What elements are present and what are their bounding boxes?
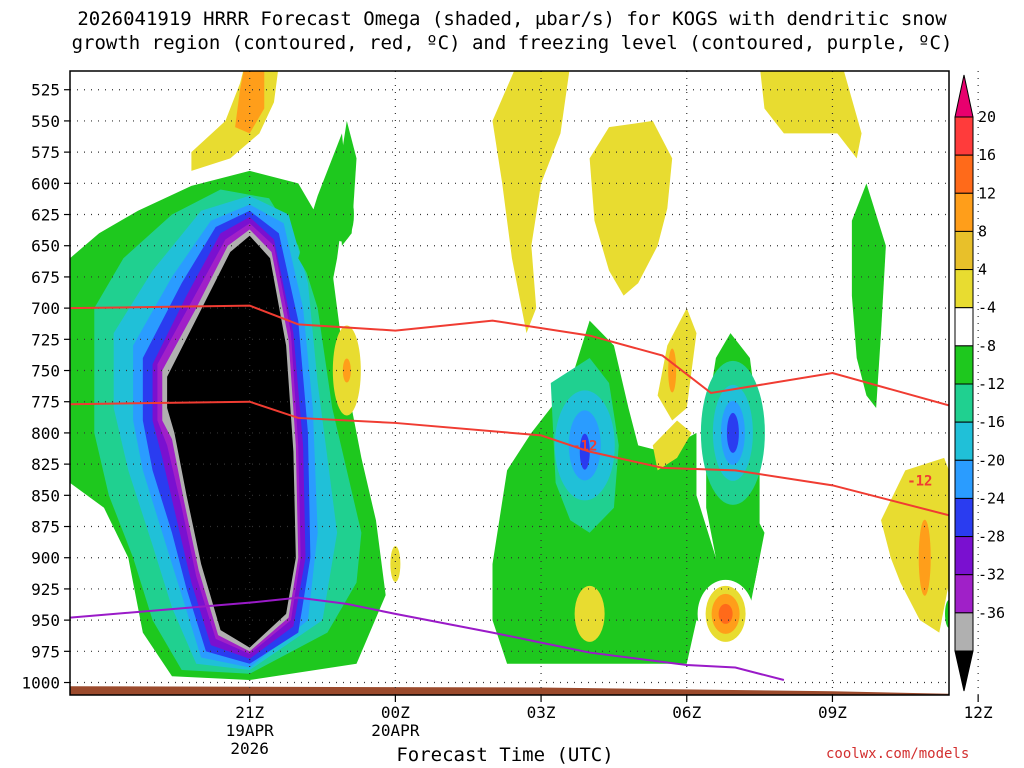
colorbar-bottom-triangle xyxy=(954,650,974,692)
dgz-contour-line xyxy=(70,304,949,407)
y-tick-label: 925 xyxy=(31,580,60,599)
y-tick-label: 600 xyxy=(31,174,60,193)
y-tick-label: 650 xyxy=(31,237,60,256)
x-axis-label: Forecast Time (UTC) xyxy=(396,744,614,766)
y-tick-label: 950 xyxy=(31,611,60,630)
colorbar-tick-label: -20 xyxy=(978,451,1005,469)
y-tick-label: 525 xyxy=(31,81,60,100)
omega-small-ascent xyxy=(329,187,354,242)
y-tick-label: 875 xyxy=(31,518,60,537)
colorbar-tick-label: -4 xyxy=(978,299,996,317)
colorbar-segment xyxy=(954,536,974,576)
credit-link[interactable]: coolwx.com/models xyxy=(826,746,970,762)
colorbar-tick-label: 20 xyxy=(978,108,996,126)
x-tick-label: 20APR xyxy=(371,721,420,740)
colorbar-segment xyxy=(954,612,974,652)
colorbar-segment xyxy=(954,421,974,461)
omega-upper-subsidence xyxy=(760,71,862,159)
colorbar-tick-label: -36 xyxy=(978,604,1005,622)
dgz-contour-label: -12 xyxy=(572,438,597,454)
x-tick-label: 19APR xyxy=(226,721,275,740)
x-tick-label: 2026 xyxy=(230,739,269,758)
x-tick-label: 03Z xyxy=(527,703,556,722)
omega-ascent-03z xyxy=(579,433,590,470)
x-tick-label: 00Z xyxy=(381,703,410,722)
y-tick-label: 550 xyxy=(31,112,60,131)
y-tick-label: 700 xyxy=(31,299,60,318)
colorbar-segment xyxy=(954,192,974,232)
colorbar-segment xyxy=(954,116,974,156)
omega-main-ascent-core xyxy=(167,235,296,648)
x-tick-label: 06Z xyxy=(672,703,701,722)
omega-mid-subsidence xyxy=(657,308,697,421)
colorbar-tick-label: -8 xyxy=(978,337,996,355)
colorbar-tick-label: -12 xyxy=(978,375,1005,393)
omega-upper-subsidence xyxy=(492,71,570,334)
y-tick-label: 625 xyxy=(31,206,60,225)
omega-main-ascent-shade xyxy=(298,133,347,309)
x-tick-label: 21Z xyxy=(235,703,264,722)
colorbar-segment xyxy=(954,154,974,194)
colorbar-tick-label: 4 xyxy=(978,261,987,279)
y-tick-label: 725 xyxy=(31,330,60,349)
y-tick-label: 675 xyxy=(31,268,60,287)
colorbar-tick-label: -32 xyxy=(978,566,1005,584)
omega-upper-subsidence xyxy=(191,71,279,171)
omega-upper-subsidence xyxy=(589,120,673,296)
colorbar-segment xyxy=(954,383,974,423)
pressure-axis: 525 550 575 600 625 650 675 700 725 750 775 800 825 8… xyxy=(21,81,70,693)
terrain xyxy=(70,686,949,695)
y-tick-label: 575 xyxy=(31,143,60,162)
plot-frame xyxy=(69,70,950,696)
omega-small-ascent xyxy=(945,599,949,628)
y-tick-label: 850 xyxy=(31,486,60,505)
y-tick-label: 975 xyxy=(31,642,60,661)
colorbar-segment xyxy=(954,230,974,271)
chart-title-line2: growth region (contoured, red, ºC) and f… xyxy=(71,32,953,54)
colorbar-segment xyxy=(954,345,974,385)
dgz-contour-label: -12 xyxy=(907,473,932,489)
colorbar-tick-label: 12 xyxy=(978,184,996,202)
y-tick-label: 750 xyxy=(31,362,60,381)
colorbar-tick-label: 8 xyxy=(978,222,987,240)
omega-ascent-07z xyxy=(726,412,739,453)
y-tick-label: 775 xyxy=(31,393,60,412)
omega-low-subsidence xyxy=(574,585,605,642)
omega-colorbar: 20 16 12 8 4 -4 -8 -12 -16 -20 -24 -28 -32 -36 xyxy=(954,74,1005,692)
y-tick-label: 900 xyxy=(31,549,60,568)
omega-mid-subsidence xyxy=(390,545,401,582)
dgz-contour-line xyxy=(70,400,949,517)
y-tick-label: 800 xyxy=(31,424,60,443)
x-tick-label: 09Z xyxy=(818,703,847,722)
colorbar-segment xyxy=(954,307,974,347)
colorbar-segment xyxy=(954,459,974,499)
colorbar-tick-label: -28 xyxy=(978,528,1005,546)
omega-mid-subsidence xyxy=(652,420,692,471)
omega-low-subsidence xyxy=(718,603,733,624)
colorbar-tick-label: 16 xyxy=(978,146,996,164)
omega-shading xyxy=(70,71,949,695)
colorbar-segment xyxy=(954,269,974,309)
colorbar-tick-label: -24 xyxy=(978,489,1005,507)
omega-ascent-right xyxy=(851,183,886,408)
x-tick-label: 12Z xyxy=(964,703,993,722)
colorbar-top-triangle xyxy=(954,74,974,118)
freezing-level-line xyxy=(70,596,785,681)
colorbar-segment xyxy=(954,497,974,538)
colorbar-tick-label: -16 xyxy=(978,413,1005,431)
colorbar-segment xyxy=(954,574,974,614)
y-tick-label: 825 xyxy=(31,455,60,474)
chart-title-line1: 2026041919 HRRR Forecast Omega (shaded, … xyxy=(77,8,947,30)
y-tick-label: 1000 xyxy=(21,674,60,693)
contour-lines: -12 -12 xyxy=(70,304,949,681)
omega-upper-subsidence xyxy=(235,71,265,134)
omega-mid-subsidence xyxy=(342,358,351,383)
